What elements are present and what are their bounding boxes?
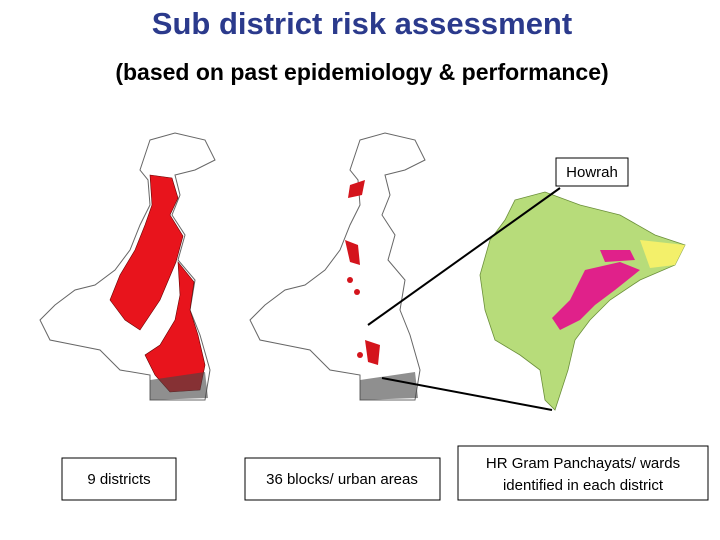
caption: 36 blocks/ urban areas: [266, 471, 418, 488]
risk-block: [347, 277, 353, 283]
delta-region: [360, 372, 418, 400]
risk-block: [345, 240, 360, 265]
map-howrah: [479, 191, 686, 411]
caption-box: [244, 457, 441, 501]
caption-box: [457, 445, 709, 501]
callout-label: Howrah: [566, 164, 618, 181]
callout-line: [367, 187, 561, 326]
risk-block: [357, 352, 363, 358]
caption-box: [61, 457, 177, 501]
caption-line: identified in each district: [503, 477, 664, 494]
callout-line: [381, 377, 553, 411]
hr-panchayat: [600, 250, 635, 262]
subtitle: (based on past epidemiology & performanc…: [115, 59, 608, 85]
map-districts: [39, 132, 216, 401]
risk-block: [354, 289, 360, 295]
risk-block: [365, 340, 380, 365]
title: Sub district risk assessment: [152, 6, 572, 41]
callout-box: [555, 157, 629, 187]
state-outline: [249, 132, 426, 401]
ward-area: [640, 240, 685, 268]
hr-panchayat: [552, 262, 640, 330]
caption: 9 districts: [87, 471, 150, 488]
map-blocks: [249, 132, 426, 401]
risk-block: [348, 180, 365, 198]
risk-district: [109, 174, 184, 331]
delta-region: [150, 372, 208, 400]
caption-line: HR Gram Panchayats/ wards: [486, 455, 680, 472]
